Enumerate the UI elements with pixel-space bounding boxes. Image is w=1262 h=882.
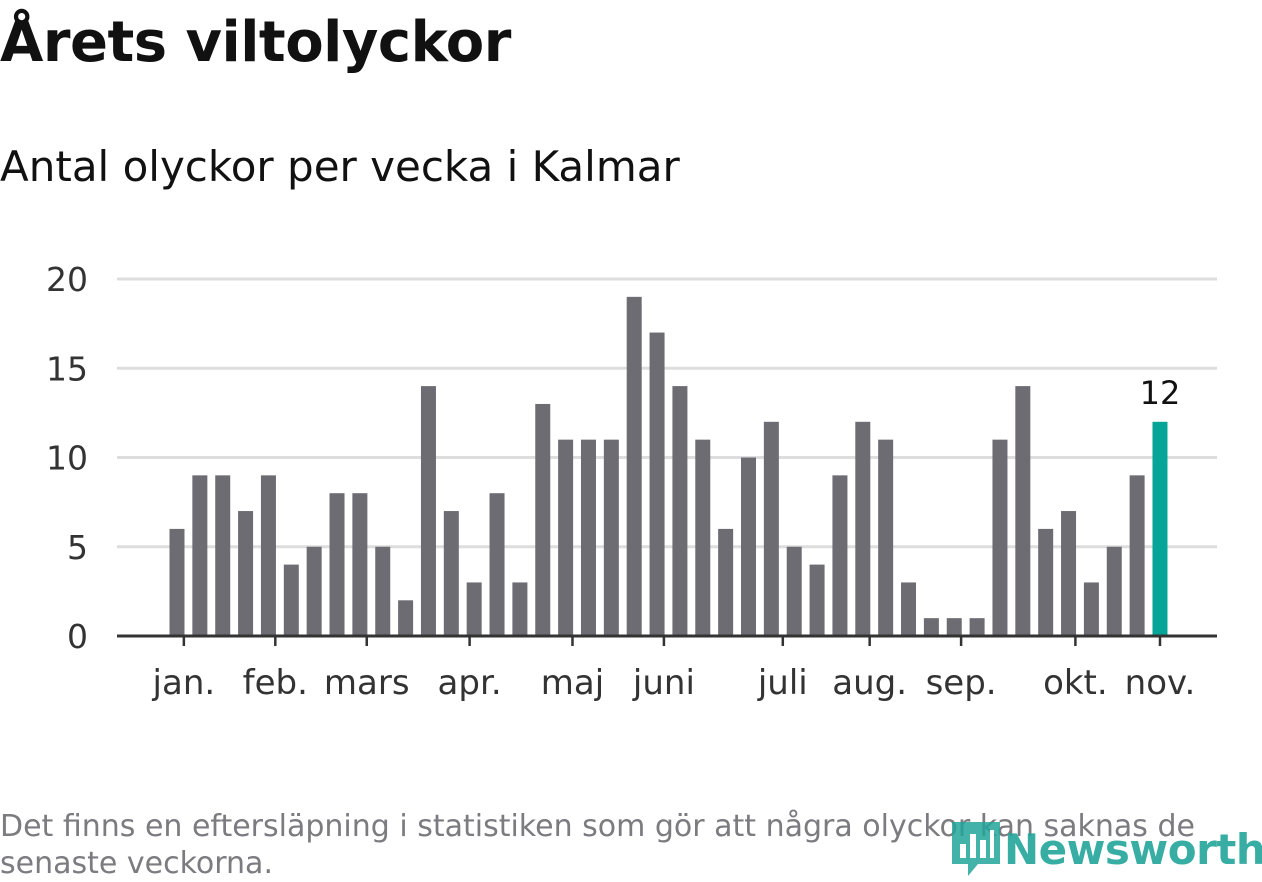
bar — [512, 582, 528, 636]
bar — [260, 475, 276, 636]
x-tick-label: okt. — [1043, 663, 1108, 703]
x-tick-label: feb. — [243, 663, 308, 703]
bar — [1083, 582, 1099, 636]
bar — [1061, 511, 1077, 636]
bar — [1015, 386, 1031, 636]
bar — [969, 618, 985, 636]
chart-subtitle: Antal olyckor per vecka i Kalmar — [0, 142, 680, 191]
bar — [192, 475, 208, 636]
bar — [420, 386, 436, 636]
bar — [329, 493, 345, 636]
highlight-value-label: 12 — [1140, 374, 1181, 412]
bar — [626, 296, 642, 636]
bar — [215, 475, 231, 636]
bar — [558, 439, 574, 636]
x-tick-label: jan. — [152, 663, 216, 703]
bar — [603, 439, 619, 636]
logo-text: Newsworthy — [1004, 824, 1262, 874]
bar-chart-pin-icon — [952, 822, 1000, 876]
bar — [763, 421, 779, 636]
bar — [786, 546, 802, 636]
x-tick-label: sep. — [926, 663, 997, 703]
newsworthy-logo: Newsworthy — [948, 818, 1262, 880]
x-tick-label: mars — [324, 663, 410, 703]
bar — [352, 493, 368, 636]
bar — [1106, 546, 1122, 636]
bar — [489, 493, 505, 636]
bar — [535, 403, 551, 636]
bar — [580, 439, 596, 636]
bar — [1038, 528, 1054, 636]
bar — [992, 439, 1008, 636]
bar — [375, 546, 391, 636]
x-tick-label: juli — [757, 663, 808, 703]
bar — [466, 582, 482, 636]
x-tick-label: juni — [632, 663, 695, 703]
y-tick-label: 20 — [46, 260, 88, 299]
y-tick-label: 5 — [67, 528, 88, 567]
bar — [1129, 475, 1145, 636]
x-tick-label: nov. — [1125, 663, 1196, 703]
bar — [672, 386, 688, 636]
bar — [741, 457, 756, 636]
bar — [855, 421, 871, 636]
y-tick-label: 15 — [46, 349, 88, 388]
bar — [398, 600, 414, 636]
bar — [649, 332, 665, 636]
bar — [169, 528, 185, 636]
bar — [695, 439, 711, 636]
bar — [283, 564, 299, 636]
x-tick-label: apr. — [438, 663, 502, 703]
bar — [238, 511, 254, 636]
bar — [901, 582, 917, 636]
bar — [443, 511, 459, 636]
bar — [718, 528, 734, 636]
bar — [832, 475, 848, 636]
x-tick-label: maj — [541, 663, 604, 703]
bar — [306, 546, 322, 636]
y-tick-label: 10 — [46, 439, 88, 478]
bar — [923, 618, 939, 636]
chart-title: Årets viltolyckor — [0, 10, 511, 75]
bar — [878, 439, 894, 636]
x-tick-label: aug. — [832, 663, 907, 703]
bar-highlight — [1152, 421, 1168, 636]
bar — [809, 564, 825, 636]
y-tick-label: 0 — [67, 617, 88, 656]
bar — [946, 618, 962, 636]
